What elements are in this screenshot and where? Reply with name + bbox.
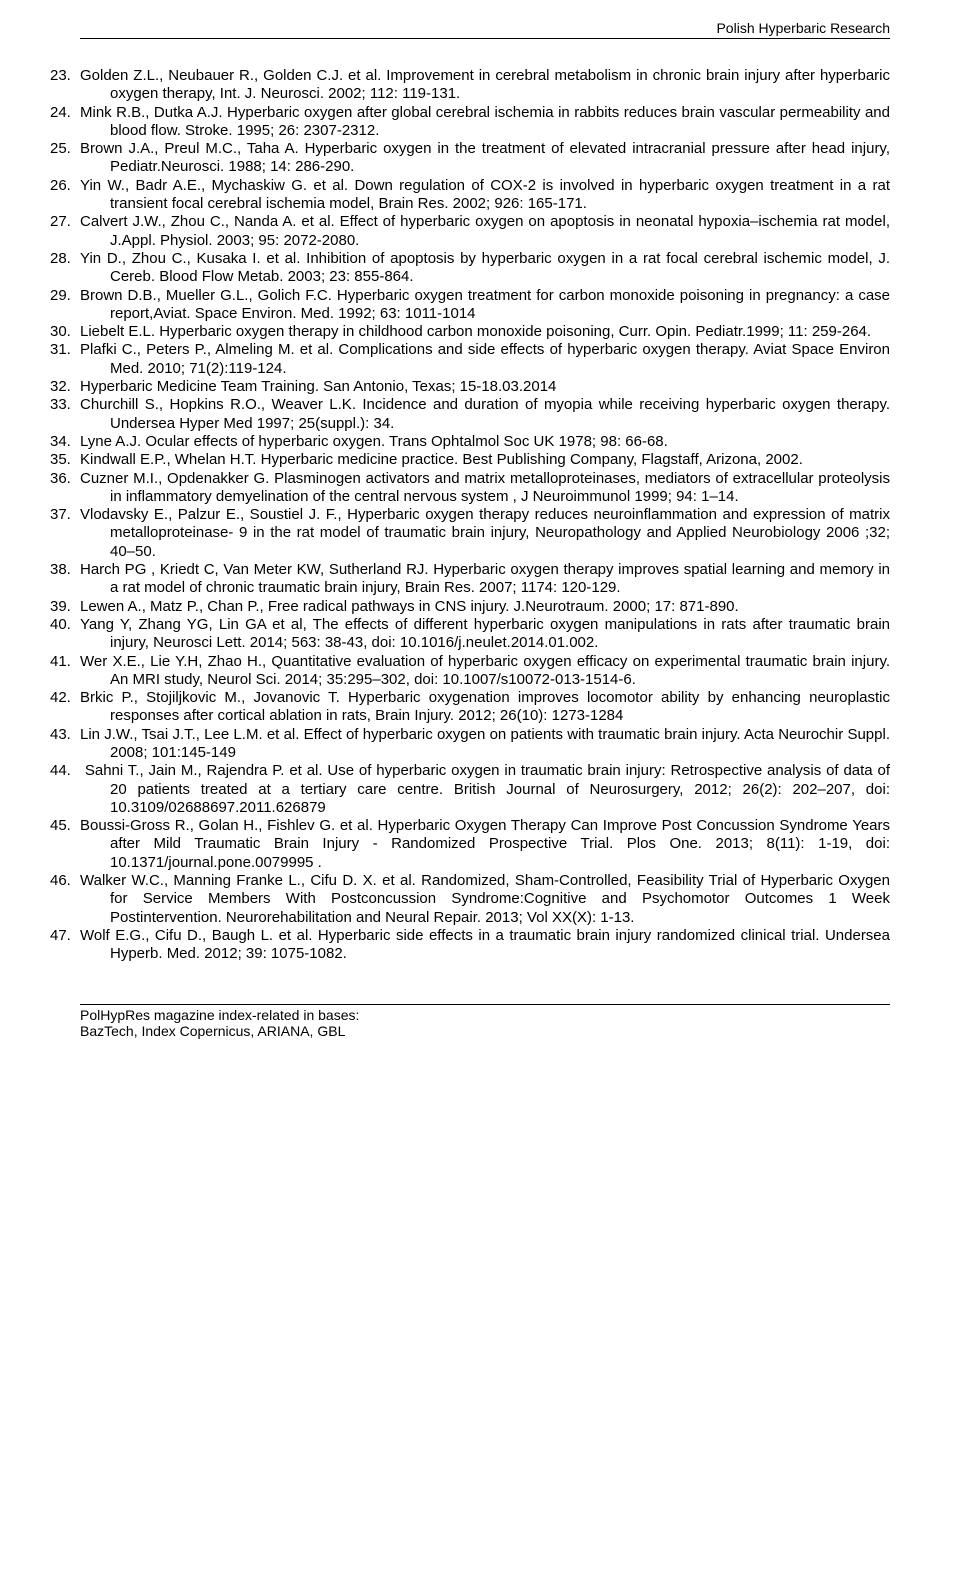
- reference-item: 41. Wer X.E., Lie Y.H, Zhao H., Quantita…: [80, 653, 890, 690]
- reference-item: 45. Boussi-Gross R., Golan H., Fishlev G…: [80, 817, 890, 872]
- reference-text: Liebelt E.L. Hyperbaric oxygen therapy i…: [80, 323, 871, 340]
- reference-text: Cuzner M.I., Opdenakker G. Plasminogen a…: [80, 470, 890, 505]
- reference-text: Yang Y, Zhang YG, Lin GA et al, The effe…: [80, 616, 890, 651]
- reference-item: 38. Harch PG , Kriedt C, Van Meter KW, S…: [80, 561, 890, 598]
- reference-text: Harch PG , Kriedt C, Van Meter KW, Suthe…: [80, 561, 890, 596]
- reference-item: 37. Vlodavsky E., Palzur E., Soustiel J.…: [80, 506, 890, 561]
- reference-text: Golden Z.L., Neubauer R., Golden C.J. et…: [80, 67, 890, 102]
- reference-list: 23. Golden Z.L., Neubauer R., Golden C.J…: [80, 67, 890, 964]
- reference-item: 29. Brown D.B., Mueller G.L., Golich F.C…: [80, 287, 890, 324]
- reference-item: 39. Lewen A., Matz P., Chan P., Free rad…: [80, 598, 890, 616]
- page-header: Polish Hyperbaric Research: [80, 20, 890, 39]
- footer-line-1: PolHypRes magazine index-related in base…: [80, 1007, 890, 1023]
- reference-item: 47. Wolf E.G., Cifu D., Baugh L. et al. …: [80, 927, 890, 964]
- reference-item: 31. Plafki C., Peters P., Almeling M. et…: [80, 341, 890, 378]
- reference-text: Wer X.E., Lie Y.H, Zhao H., Quantitative…: [80, 653, 890, 688]
- reference-item: 28. Yin D., Zhou C., Kusaka I. et al. In…: [80, 250, 890, 287]
- reference-text: Brown D.B., Mueller G.L., Golich F.C. Hy…: [80, 287, 890, 322]
- page-container: Polish Hyperbaric Research 23. Golden Z.…: [0, 0, 960, 1059]
- reference-item: 30. Liebelt E.L. Hyperbaric oxygen thera…: [80, 323, 890, 341]
- reference-text: Kindwall E.P., Whelan H.T. Hyperbaric me…: [80, 451, 803, 468]
- reference-item: 43. Lin J.W., Tsai J.T., Lee L.M. et al.…: [80, 726, 890, 763]
- reference-text: Yin W., Badr A.E., Mychaskiw G. et al. D…: [80, 177, 890, 212]
- reference-item: 46. Walker W.C., Manning Franke L., Cifu…: [80, 872, 890, 927]
- reference-item: 40. Yang Y, Zhang YG, Lin GA et al, The …: [80, 616, 890, 653]
- reference-item: 42. Brkic P., Stojiljkovic M., Jovanovic…: [80, 689, 890, 726]
- reference-item: 26. Yin W., Badr A.E., Mychaskiw G. et a…: [80, 177, 890, 214]
- reference-text: Lewen A., Matz P., Chan P., Free radical…: [80, 598, 739, 615]
- reference-text: Lin J.W., Tsai J.T., Lee L.M. et al. Eff…: [80, 726, 890, 761]
- footer-line-2: BazTech, Index Copernicus, ARIANA, GBL: [80, 1023, 890, 1039]
- reference-item: 32. Hyperbaric Medicine Team Training. S…: [80, 378, 890, 396]
- reference-text: Sahni T., Jain M., Rajendra P. et al. Us…: [80, 762, 890, 816]
- reference-text: Hyperbaric Medicine Team Training. San A…: [80, 378, 556, 395]
- page-footer: PolHypRes magazine index-related in base…: [80, 1004, 890, 1039]
- reference-text: Mink R.B., Dutka A.J. Hyperbaric oxygen …: [80, 104, 890, 139]
- reference-item: 23. Golden Z.L., Neubauer R., Golden C.J…: [80, 67, 890, 104]
- reference-item: 34. Lyne A.J. Ocular effects of hyperbar…: [80, 433, 890, 451]
- reference-item: 36. Cuzner M.I., Opdenakker G. Plasminog…: [80, 470, 890, 507]
- reference-item: 35. Kindwall E.P., Whelan H.T. Hyperbari…: [80, 451, 890, 469]
- reference-text: Churchill S., Hopkins R.O., Weaver L.K. …: [80, 396, 890, 431]
- reference-text: Wolf E.G., Cifu D., Baugh L. et al. Hype…: [80, 927, 890, 962]
- reference-text: Walker W.C., Manning Franke L., Cifu D. …: [80, 872, 890, 926]
- reference-text: Brkic P., Stojiljkovic M., Jovanovic T. …: [80, 689, 890, 724]
- reference-text: Lyne A.J. Ocular effects of hyperbaric o…: [80, 433, 668, 450]
- reference-text: Plafki C., Peters P., Almeling M. et al.…: [80, 341, 890, 376]
- reference-item: 27. Calvert J.W., Zhou C., Nanda A. et a…: [80, 213, 890, 250]
- reference-text: Vlodavsky E., Palzur E., Soustiel J. F.,…: [80, 506, 890, 560]
- reference-text: Calvert J.W., Zhou C., Nanda A. et al. E…: [80, 213, 890, 248]
- reference-item: 24. Mink R.B., Dutka A.J. Hyperbaric oxy…: [80, 104, 890, 141]
- reference-text: Brown J.A., Preul M.C., Taha A. Hyperbar…: [80, 140, 890, 175]
- reference-item: 44. Sahni T., Jain M., Rajendra P. et al…: [80, 762, 890, 817]
- reference-text: Yin D., Zhou C., Kusaka I. et al. Inhibi…: [80, 250, 890, 285]
- reference-item: 33. Churchill S., Hopkins R.O., Weaver L…: [80, 396, 890, 433]
- reference-item: 25. Brown J.A., Preul M.C., Taha A. Hype…: [80, 140, 890, 177]
- reference-text: Boussi-Gross R., Golan H., Fishlev G. et…: [80, 817, 890, 871]
